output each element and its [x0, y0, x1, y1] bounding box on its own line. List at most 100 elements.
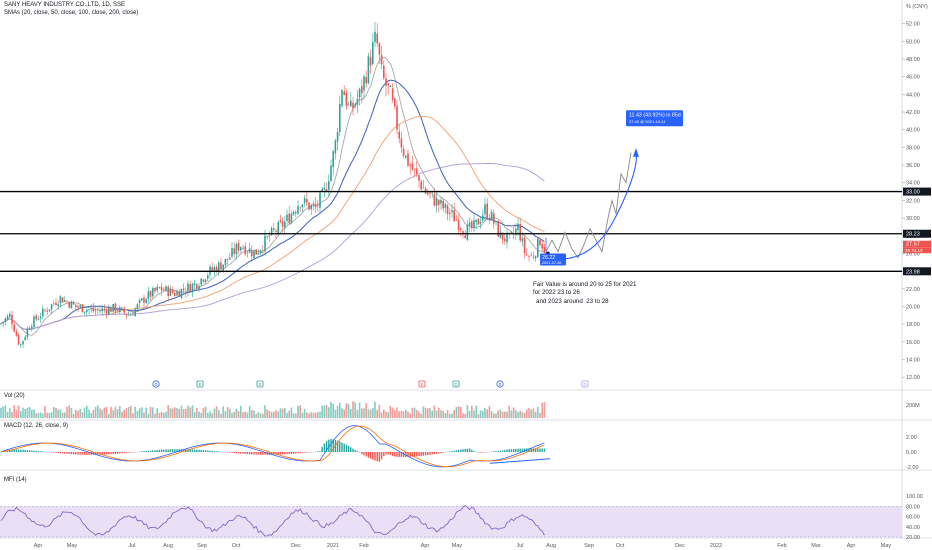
- macd-histogram-bar: [504, 449, 506, 452]
- volume-bar: [72, 413, 75, 418]
- macd-histogram-bar: [493, 451, 495, 452]
- candle-down: [488, 217, 491, 221]
- volume-bar: [90, 413, 92, 418]
- macd-histogram-bar: [147, 450, 150, 452]
- macd-histogram-bar: [4, 450, 7, 452]
- volume-bar: [154, 413, 156, 418]
- volume-bar: [277, 411, 279, 418]
- macd-histogram-bar: [81, 452, 84, 455]
- macd-histogram-bar: [235, 452, 238, 454]
- volume-bar: [363, 408, 365, 418]
- volume-bar: [398, 411, 400, 418]
- macd-histogram-bar: [367, 452, 370, 458]
- volume-bar: [88, 409, 90, 418]
- candle-up: [218, 262, 220, 272]
- volume-bar: [180, 405, 183, 418]
- volume-bar: [108, 413, 110, 418]
- candle-up: [207, 275, 209, 279]
- volume-bar: [288, 410, 290, 418]
- candle-down: [196, 284, 198, 289]
- macd-tick-label: 0.00: [906, 450, 917, 456]
- volume-bar: [158, 412, 161, 418]
- volume-bar: [308, 413, 310, 418]
- macd-histogram-bar: [171, 449, 174, 452]
- candle-up: [367, 56, 370, 83]
- candle-up: [499, 231, 502, 238]
- volume-pane-title: Vol (20): [4, 393, 25, 399]
- price-tick-label: 42.00: [906, 110, 920, 116]
- volume-bar: [231, 412, 233, 418]
- candle-down: [420, 181, 422, 190]
- macd-histogram-bar: [418, 452, 420, 457]
- macd-tick-label: 2.00: [906, 435, 917, 441]
- candle-up: [240, 247, 242, 251]
- candle-down: [493, 213, 495, 224]
- candle-up: [213, 267, 216, 271]
- volume-bar: [372, 407, 374, 418]
- candle-up: [112, 303, 114, 312]
- candle-down: [477, 218, 480, 225]
- volume-bar: [279, 408, 282, 418]
- volume-bar: [266, 409, 268, 418]
- price-tick-label: 34.00: [906, 181, 920, 187]
- candle-down: [215, 267, 218, 272]
- mfi-tick-label: 100.00: [906, 494, 923, 500]
- macd-histogram-bar: [336, 440, 339, 452]
- candle-up: [292, 211, 295, 215]
- macd-histogram-bar: [103, 452, 106, 455]
- volume-bar: [479, 410, 482, 418]
- volume-bar: [512, 407, 515, 418]
- volume-bar: [301, 412, 304, 418]
- candle-down: [273, 228, 275, 230]
- candle-down: [497, 220, 499, 237]
- volume-bar: [534, 411, 537, 418]
- candle-down: [504, 238, 506, 242]
- level-tag-bg: [903, 229, 931, 238]
- x-axis-label: 2022: [710, 543, 722, 549]
- volume-bar: [515, 410, 517, 418]
- candle-down: [13, 324, 15, 332]
- projection-box: [626, 110, 683, 127]
- candle-down: [279, 220, 282, 222]
- candle-down: [237, 243, 240, 251]
- macd-histogram-bar: [53, 452, 55, 453]
- macd-histogram-bar: [209, 450, 211, 452]
- macd-histogram-bar: [149, 450, 152, 452]
- volume-bar: [101, 409, 103, 418]
- volume-bar: [31, 409, 33, 418]
- candle-down: [103, 308, 106, 310]
- macd-histogram-bar: [281, 452, 284, 455]
- macd-histogram-bar: [389, 452, 392, 455]
- macd-histogram-bar: [39, 451, 42, 452]
- volume-bar: [119, 406, 121, 418]
- macd-histogram-bar: [35, 450, 37, 452]
- macd-histogram-bar: [363, 452, 365, 456]
- macd-histogram-bar: [361, 452, 363, 454]
- price-tick-label: 20.00: [906, 304, 920, 310]
- volume-bar: [152, 407, 154, 418]
- macd-histogram-bar: [202, 450, 205, 452]
- macd-histogram-bar: [187, 449, 189, 452]
- candle-down: [347, 103, 350, 105]
- macd-histogram-bar: [482, 452, 484, 453]
- macd-histogram-bar: [218, 451, 220, 452]
- volume-bar: [99, 408, 101, 418]
- macd-histogram-bar: [471, 449, 473, 452]
- price-tick-label: 14.00: [906, 357, 920, 363]
- macd-histogram-bar: [257, 452, 260, 455]
- candle-down: [116, 310, 119, 312]
- sma50-line: [0, 79, 545, 330]
- macd-histogram-bar: [110, 452, 112, 455]
- volume-bar: [202, 407, 205, 418]
- volume-bar: [193, 412, 196, 418]
- symbol-title: SANY HEAVY INDUSTRY CO.,LTD, 1D, SSE: [4, 2, 126, 8]
- event-marker-label: E: [499, 382, 502, 387]
- candle-up: [286, 214, 288, 221]
- volume-bar: [526, 409, 528, 418]
- macd-histogram-bar: [292, 452, 295, 454]
- volume-bar: [251, 410, 253, 418]
- volume-bar: [143, 412, 145, 418]
- candle-up: [138, 300, 141, 304]
- volume-bar: [341, 408, 343, 418]
